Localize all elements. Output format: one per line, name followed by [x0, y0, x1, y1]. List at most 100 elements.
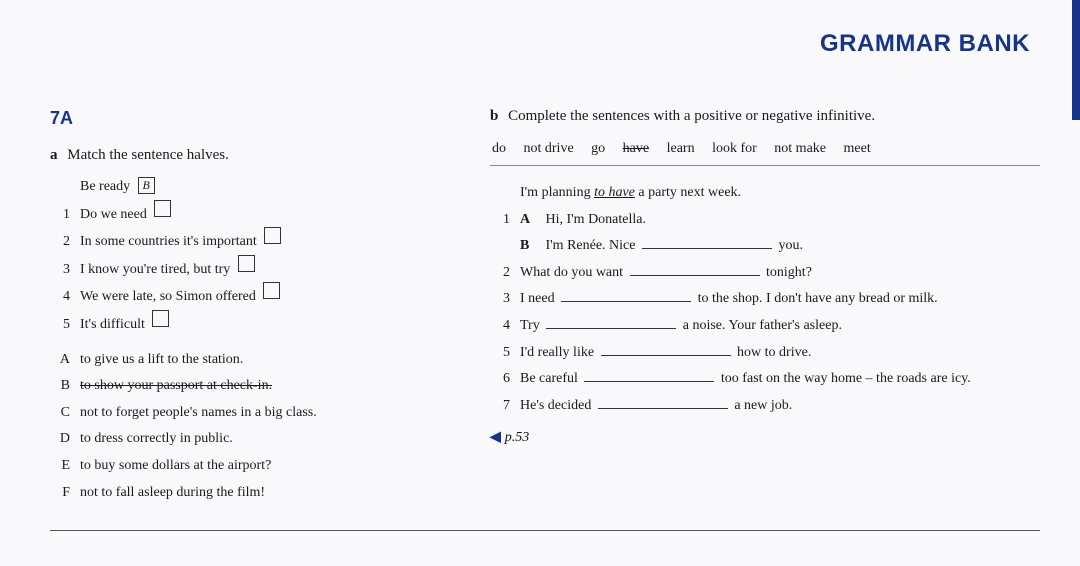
answer-box[interactable] — [154, 200, 171, 217]
option-letter: A — [50, 347, 70, 374]
wordbank: do not drive go have learn look for not … — [490, 135, 1040, 166]
page-reference[interactable]: ◀p.53 — [490, 429, 1040, 446]
item-text: We were late, so Simon offered — [80, 284, 256, 311]
exercise-a-instruction: Match the sentence halves. — [67, 147, 229, 163]
wordbank-item: learn — [667, 141, 695, 156]
item-number: 4 — [490, 313, 510, 340]
item-post: too fast on the way home – the roads are… — [717, 371, 970, 386]
item-text: I know you're tired, but try — [80, 257, 230, 284]
item-post: a new job. — [731, 398, 792, 413]
option-letter: D — [50, 426, 70, 453]
dialogue-post: you. — [775, 238, 803, 253]
dialogue-speaker: B — [520, 233, 536, 260]
answer-box[interactable]: B — [138, 177, 155, 194]
answer-box[interactable] — [152, 310, 169, 327]
item-post: a noise. Your father's asleep. — [679, 318, 842, 333]
list-item: 5 I'd really like how to drive. — [490, 340, 1040, 367]
example-text: Be ready — [80, 174, 130, 201]
list-item: 3 I know you're tired, but try — [50, 256, 430, 284]
exercise-a-example: Be ready B — [80, 174, 430, 201]
exercise-a-list: Be ready B 1 Do we need 2 In some countr… — [50, 174, 430, 506]
item-number: 1 — [490, 207, 510, 234]
item-number: 4 — [50, 284, 70, 311]
item-post: tonight? — [763, 265, 812, 280]
page-ref-label: p.53 — [505, 430, 530, 445]
answer-option: B to show your passport at check-in. — [50, 373, 430, 400]
example-pre: I'm planning — [520, 185, 594, 200]
item-text: In some countries it's important — [80, 229, 257, 256]
item-pre: Try — [520, 318, 543, 333]
option-letter: F — [50, 480, 70, 507]
page-title: GRAMMAR BANK — [50, 30, 1040, 58]
answer-option: F not to fall asleep during the film! — [50, 480, 430, 507]
list-item: 7 He's decided a new job. — [490, 393, 1040, 420]
exercise-b-column: b Complete the sentences with a positive… — [490, 108, 1040, 506]
exercise-b-heading: b Complete the sentences with a positive… — [490, 108, 1040, 125]
option-text: not to forget people's names in a big cl… — [80, 400, 317, 427]
list-item: 3 I need to the shop. I don't have any b… — [490, 286, 1040, 313]
section-number: 7A — [50, 108, 430, 129]
item-number: 2 — [50, 229, 70, 256]
item-number: 2 — [490, 260, 510, 287]
answer-option: C not to forget people's names in a big … — [50, 400, 430, 427]
answer-blank[interactable] — [642, 235, 772, 249]
answer-option: E to buy some dollars at the airport? — [50, 453, 430, 480]
wordbank-item: not make — [774, 141, 826, 156]
wordbank-item: meet — [844, 141, 871, 156]
wordbank-item: look for — [712, 141, 757, 156]
wordbank-item: not drive — [524, 141, 574, 156]
list-item: 1 Do we need — [50, 201, 430, 229]
option-text: to show your passport at check-in. — [80, 373, 272, 400]
option-text: to dress correctly in public. — [80, 426, 233, 453]
answer-box[interactable] — [263, 282, 280, 299]
option-text: to give us a lift to the station. — [80, 347, 243, 374]
item-number: 6 — [490, 366, 510, 393]
item-number: 3 — [490, 286, 510, 313]
item-number: 1 — [50, 202, 70, 229]
answer-blank[interactable] — [630, 262, 760, 276]
item-pre: What do you want — [520, 265, 627, 280]
item-text: It's difficult — [80, 312, 145, 339]
answer-option: D to dress correctly in public. — [50, 426, 430, 453]
item-pre: He's decided — [520, 398, 595, 413]
item-number: 7 — [490, 393, 510, 420]
option-text: not to fall asleep during the film! — [80, 480, 265, 507]
answer-box[interactable] — [264, 227, 281, 244]
exercise-b-instruction: Complete the sentences with a positive o… — [508, 108, 875, 124]
list-item: 5 It's difficult — [50, 311, 430, 339]
wordbank-item: have — [623, 141, 649, 156]
item-post: how to drive. — [734, 345, 812, 360]
exercise-b-example: I'm planning to have a party next week. — [520, 180, 1040, 207]
item-pre: I'd really like — [520, 345, 598, 360]
content-columns: 7A a Match the sentence halves. Be ready… — [50, 108, 1040, 506]
example-post: a party next week. — [635, 185, 741, 200]
list-item: 4 We were late, so Simon offered — [50, 283, 430, 311]
list-item: B I'm Renée. Nice you. — [490, 233, 1040, 260]
option-letter: C — [50, 400, 70, 427]
option-letter: B — [50, 373, 70, 400]
list-item: 1 A Hi, I'm Donatella. — [490, 207, 1040, 234]
list-item: 4 Try a noise. Your father's asleep. — [490, 313, 1040, 340]
item-number: 5 — [50, 312, 70, 339]
answer-blank[interactable] — [601, 342, 731, 356]
answer-blank[interactable] — [598, 395, 728, 409]
item-pre: Be careful — [520, 371, 581, 386]
list-item: 6 Be careful too fast on the way home – … — [490, 366, 1040, 393]
page-edge-accent — [1072, 0, 1080, 120]
dialogue-text: Hi, I'm Donatella. — [546, 212, 647, 227]
item-number: 3 — [50, 257, 70, 284]
list-item: 2 What do you want tonight? — [490, 260, 1040, 287]
answer-blank[interactable] — [546, 315, 676, 329]
option-letter: E — [50, 453, 70, 480]
footer-rule — [50, 530, 1040, 531]
example-answer: to have — [594, 185, 635, 200]
option-text: to buy some dollars at the airport? — [80, 453, 271, 480]
answer-blank[interactable] — [584, 368, 714, 382]
exercise-b-list: I'm planning to have a party next week. … — [490, 180, 1040, 419]
answer-box[interactable] — [238, 255, 255, 272]
dialogue-text: I'm Renée. Nice — [546, 238, 639, 253]
item-number: 5 — [490, 340, 510, 367]
answer-blank[interactable] — [561, 288, 691, 302]
item-pre: I need — [520, 291, 558, 306]
wordbank-item: go — [591, 141, 605, 156]
